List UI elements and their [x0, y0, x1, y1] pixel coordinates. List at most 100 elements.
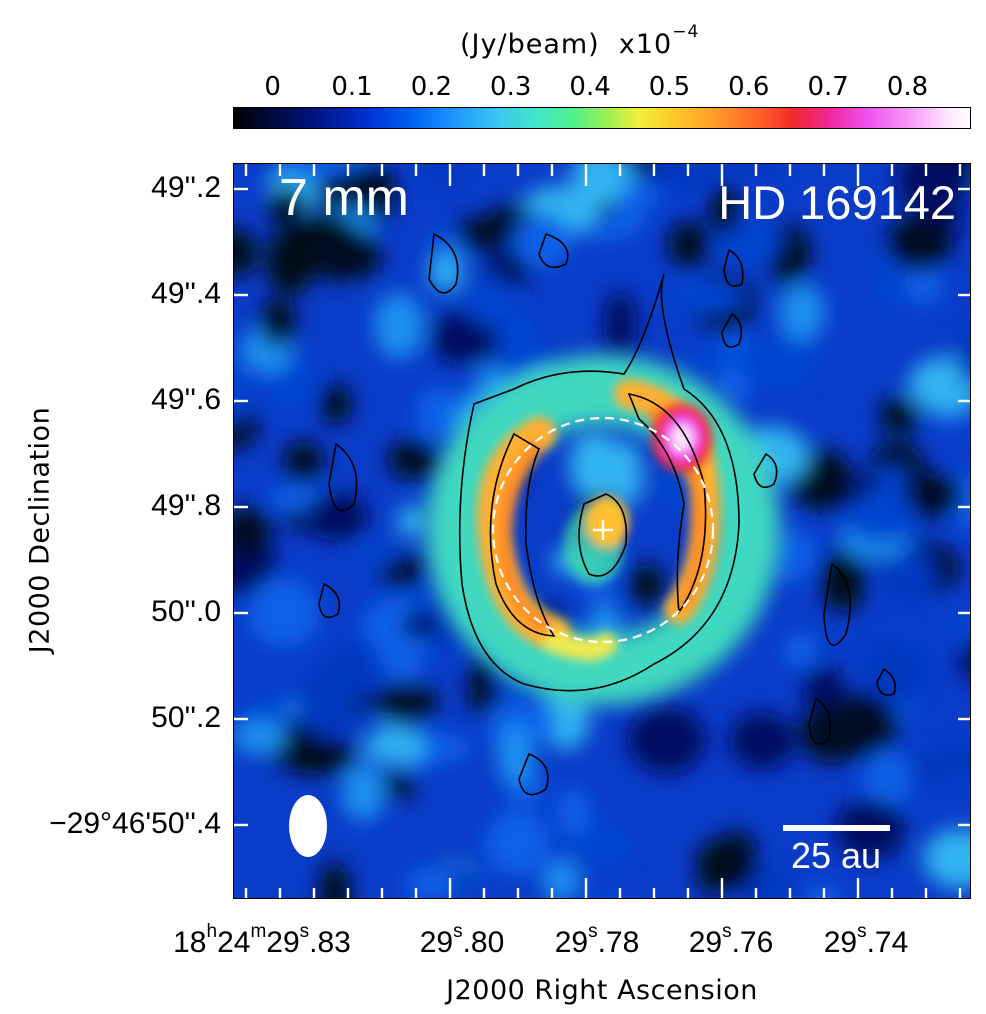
noise-blob	[729, 712, 796, 770]
noise-blob	[307, 712, 354, 738]
noise-blob	[603, 290, 637, 357]
contour-line	[318, 582, 341, 619]
colorbar-scale: x10	[618, 29, 673, 60]
contour-line	[723, 248, 744, 287]
image-panel	[233, 163, 971, 899]
contour-line	[753, 452, 778, 489]
noise-blob	[735, 338, 815, 386]
noise-blob	[234, 506, 272, 557]
noise-blob	[881, 544, 937, 606]
noise-blob	[629, 563, 665, 607]
noise-blob	[234, 364, 248, 424]
y-axis-label: J2000 Declination	[24, 406, 56, 654]
noise-blob	[268, 186, 306, 226]
noise-blob	[467, 278, 513, 328]
noise-blob	[415, 164, 464, 184]
frame-ticks	[234, 164, 970, 898]
noise-blob	[335, 635, 379, 698]
noise-blob	[597, 881, 625, 898]
noise-blob	[306, 491, 369, 541]
colorbar-tick-label: 0.8	[886, 72, 929, 102]
ring-fit-ellipse	[491, 416, 715, 644]
noise-blob	[919, 743, 970, 779]
noise-blob	[627, 706, 707, 774]
colorbar-tick-label: 0.6	[728, 72, 770, 102]
noise-blob	[887, 214, 953, 272]
noise-blob	[234, 228, 258, 277]
wavelength-label: 7 mm	[279, 169, 409, 227]
noise-blob	[821, 549, 865, 613]
y-tick-label: 50''.0	[151, 595, 221, 628]
noise-blob	[878, 398, 920, 434]
noise-blob	[405, 867, 457, 898]
colorbar-tick-label: 0.4	[569, 72, 611, 102]
y-tick-label: 50''.2	[151, 701, 221, 734]
noise-blob	[947, 609, 970, 645]
y-tick-label: 49''.4	[151, 277, 221, 310]
noise-blob	[428, 253, 464, 292]
noise-blob	[863, 748, 911, 811]
noise-blob	[387, 439, 442, 480]
source-name-label: HD 169142	[718, 176, 956, 229]
noise-blob	[798, 705, 868, 763]
noise-blob	[956, 324, 970, 386]
contour-line	[721, 312, 743, 348]
x-tick-label: 18h24m29s.83	[173, 921, 351, 959]
noise-blob	[845, 491, 916, 543]
noise-blob	[513, 214, 572, 269]
colorbar-title: (Jy/beam) x10−4	[460, 22, 699, 60]
x-tick-label: 29s.78	[554, 921, 640, 959]
y-tick-label: −29°46'50''.4	[49, 807, 221, 840]
noise-blob	[778, 283, 825, 342]
noise-blob	[496, 309, 542, 378]
colorbar-tick-label: 0.1	[331, 72, 373, 102]
noise-blob	[468, 649, 498, 717]
noise-blob	[741, 164, 782, 180]
noise-blob	[396, 506, 429, 536]
ring-halo	[426, 355, 780, 705]
noise-blob	[260, 298, 297, 347]
x-tick-label: 29s.74	[823, 921, 909, 959]
ring-arc	[543, 631, 617, 661]
contour-line	[518, 752, 549, 796]
noise-blob	[341, 763, 385, 822]
beam-ellipse	[289, 795, 327, 857]
noise-blob	[416, 386, 457, 446]
y-tick-label: 49''.8	[151, 489, 221, 522]
noise-blob	[710, 184, 739, 237]
contour-line	[823, 562, 852, 646]
noise-blob	[571, 819, 635, 866]
y-tick-label: 49''.2	[151, 171, 221, 204]
scale-bar-label: 25 au	[790, 835, 882, 876]
colorbar-tick-label: 0.3	[490, 72, 532, 102]
contour-line	[458, 273, 740, 692]
contour-line	[808, 697, 831, 745]
noise-blob	[667, 221, 709, 268]
y-tick-label: 49''.6	[151, 383, 221, 416]
contour-line	[578, 493, 628, 577]
colorbar-tick-label: 0	[264, 72, 281, 102]
bright-clump	[652, 404, 712, 472]
noise-blob	[783, 632, 819, 668]
noise-blob	[310, 227, 381, 284]
colorbar-exponent: −4	[672, 22, 700, 42]
noise-blob	[908, 356, 970, 413]
noise-blob	[431, 312, 487, 365]
x-tick-label: 29s.80	[419, 921, 505, 959]
scale-bar	[783, 825, 890, 831]
contour-line	[489, 432, 556, 637]
x-axis-label: J2000 Right Ascension	[446, 975, 758, 1006]
noise-blob	[569, 431, 622, 501]
noise-blob	[234, 719, 287, 755]
noise-blob	[373, 292, 424, 359]
central-blob	[585, 496, 629, 548]
colorbar-tick-label: 0.2	[410, 72, 453, 102]
noise-blob	[283, 164, 354, 179]
clump-level	[671, 425, 693, 451]
noise-blob	[361, 605, 396, 645]
noise-blob	[380, 772, 418, 799]
noise-blob	[497, 723, 534, 787]
colorbar-tick-label: 0.7	[807, 72, 849, 102]
star-position-marker	[593, 520, 613, 540]
noise-blob	[650, 164, 711, 191]
